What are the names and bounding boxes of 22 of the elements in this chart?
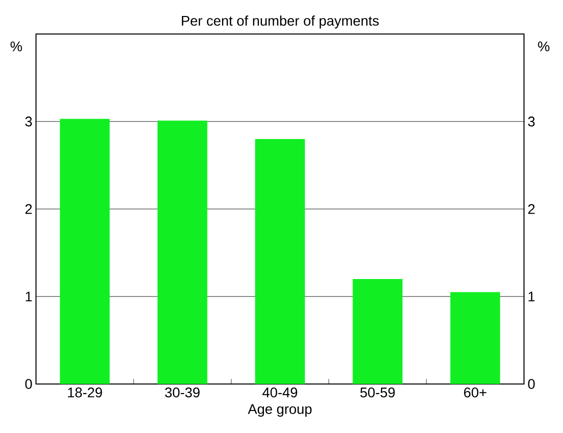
y2-tick-label: 0 (528, 379, 535, 389)
bar (60, 118, 110, 384)
x-tick-label: 50-59 (360, 388, 395, 398)
y2-axis-title: % (538, 42, 550, 52)
y2-tick-label: 1 (528, 292, 535, 302)
y2-tick-label: 3 (528, 116, 535, 126)
bar (255, 138, 305, 384)
x-tick-label: 18-29 (68, 388, 102, 398)
y-tick-label: 3 (25, 116, 32, 126)
x-tick-label: 40-49 (262, 388, 298, 398)
x-tick-label: 60+ (464, 388, 486, 398)
x-tick-label: 30-39 (165, 388, 200, 398)
chart-title: Per cent of number of payments (182, 15, 379, 28)
bar (352, 279, 402, 384)
y-tick-label: 1 (26, 292, 32, 302)
bar (158, 120, 208, 384)
y2-tick-label: 2 (528, 204, 535, 214)
x-axis-title: Age group (248, 404, 312, 417)
y-tick-label: 2 (25, 204, 32, 214)
y-tick-label: 0 (25, 379, 32, 389)
y-axis-title: % (10, 42, 22, 52)
bar (450, 292, 500, 384)
